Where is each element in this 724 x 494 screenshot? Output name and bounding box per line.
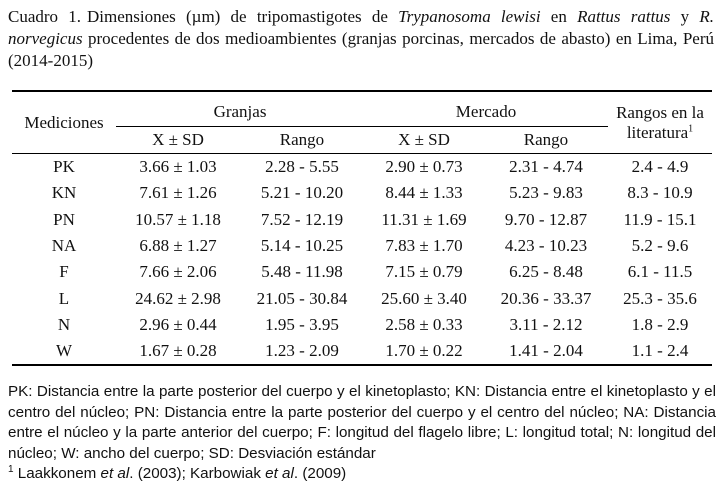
abbreviations-footnote: PK: Distancia entre la parte posterior d… — [8, 383, 716, 462]
granjas-range-cell: 5.48 - 11.98 — [261, 262, 343, 282]
literature-range-cell: 5.2 - 9.6 — [631, 236, 689, 256]
reference-text-1: Laakkonem — [13, 465, 101, 482]
table-footnotes: PK: Distancia entre la parte posterior d… — [8, 382, 716, 485]
mercado-range-cell: 2.31 - 4.74 — [509, 157, 583, 177]
mercado-range-cell: 1.41 - 2.04 — [484, 338, 608, 367]
mercado-mean-cell: 7.83 ± 1.70 — [385, 236, 463, 256]
table-row: NA 6.88 ± 1.27 5.14 - 10.25 7.83 ± 1.70 … — [12, 233, 712, 259]
measurements-table: Mediciones Granjas Mercado Rangos en la … — [12, 90, 712, 367]
mercado-range-cell: 4.23 - 10.23 — [504, 236, 588, 256]
caption-text-2: en — [540, 7, 578, 26]
mercado-mean-cell: 1.70 ± 0.22 — [364, 338, 484, 367]
subheader-granjas-mean: X ± SD — [116, 126, 240, 154]
table-row: L 24.62 ± 2.98 21.05 - 30.84 25.60 ± 3.4… — [12, 285, 712, 311]
literature-range-cell: 1.8 - 2.9 — [631, 314, 689, 334]
header-granjas: Granjas — [116, 90, 364, 127]
subheader-mercado-rango: Rango — [484, 126, 608, 154]
mercado-range-cell: 5.23 - 9.83 — [509, 183, 583, 203]
granjas-range-cell: 5.14 - 10.25 — [260, 236, 344, 256]
literature-range-cell: 1.1 - 2.4 — [608, 338, 712, 367]
row-label: N — [57, 314, 71, 334]
caption-text-1: Dimensiones (µm) de tripomastigotes de — [87, 7, 399, 26]
table-row: W 1.67 ± 0.28 1.23 - 2.09 1.70 ± 0.22 1.… — [12, 338, 712, 367]
references-footnote: 1 Laakkonem et al. (2003); Karbowiak et … — [8, 464, 716, 485]
mercado-mean-cell: 2.90 ± 0.73 — [385, 157, 463, 177]
row-label: PK — [53, 157, 75, 177]
table-row: N 2.96 ± 0.44 1.95 - 3.95 2.58 ± 0.33 3.… — [12, 312, 712, 338]
granjas-mean-cell: 7.61 ± 1.26 — [139, 183, 217, 203]
granjas-mean-cell: 3.66 ± 1.03 — [139, 157, 217, 177]
literature-range-cell: 2.4 - 4.9 — [631, 157, 689, 177]
mercado-mean-cell: 8.44 ± 1.33 — [385, 183, 463, 203]
table-row: KN 7.61 ± 1.26 5.21 - 10.20 8.44 ± 1.33 … — [12, 180, 712, 206]
caption-number: Cuadro 1. — [8, 7, 82, 26]
granjas-mean-cell: 24.62 ± 2.98 — [135, 288, 221, 308]
header-rangos-literatura-text: Rangos en la literatura — [616, 102, 704, 142]
subheader-granjas-rango: Rango — [240, 126, 364, 154]
mercado-range-cell: 6.25 - 8.48 — [509, 262, 583, 282]
table-row: F 7.66 ± 2.06 5.48 - 11.98 7.15 ± 0.79 6… — [12, 259, 712, 285]
header-mediciones: Mediciones — [12, 90, 116, 154]
reference-etal-2: et al — [265, 465, 294, 482]
table-caption: Cuadro 1. Dimensiones (µm) de tripomastig… — [8, 6, 714, 72]
granjas-mean-cell: 7.66 ± 2.06 — [139, 262, 217, 282]
row-label: F — [59, 262, 69, 282]
mercado-mean-cell: 2.58 ± 0.33 — [385, 314, 463, 334]
table-row: PK 3.66 ± 1.03 2.28 - 5.55 2.90 ± 0.73 2… — [12, 154, 712, 181]
caption-species-1: Trypanosoma lewisi — [398, 7, 541, 26]
row-label: NA — [51, 236, 77, 256]
literature-range-cell: 11.9 - 15.1 — [623, 209, 697, 229]
reference-etal-1: et al — [100, 465, 130, 482]
granjas-range-cell: 1.23 - 2.09 — [240, 338, 364, 367]
row-label: KN — [51, 183, 77, 203]
mercado-mean-cell: 7.15 ± 0.79 — [385, 262, 463, 282]
header-mercado: Mercado — [364, 90, 608, 127]
row-label: L — [58, 288, 70, 308]
caption-species-2: Rattus rattus — [577, 7, 671, 26]
mercado-mean-cell: 25.60 ± 3.40 — [381, 288, 467, 308]
row-label: W — [12, 338, 116, 367]
literature-range-cell: 8.3 - 10.9 — [627, 183, 693, 203]
literature-range-cell: 6.1 - 11.5 — [627, 262, 693, 282]
mercado-range-cell: 9.70 - 12.87 — [504, 209, 588, 229]
reference-text-2: . (2003); Karbowiak — [129, 465, 266, 482]
reference-text-3: . (2009) — [293, 465, 347, 482]
header-rangos-literatura: Rangos en la literatura1 — [608, 90, 712, 154]
granjas-range-cell: 2.28 - 5.55 — [265, 157, 339, 177]
mercado-range-cell: 20.36 - 33.37 — [500, 288, 592, 308]
literature-range-cell: 25.3 - 35.6 — [623, 288, 697, 308]
granjas-mean-cell: 2.96 ± 0.44 — [139, 314, 217, 334]
row-label: PN — [53, 209, 75, 229]
caption-species-3: R. norvegicus — [8, 7, 714, 48]
table-row: PN 10.57 ± 1.18 7.52 - 12.19 11.31 ± 1.6… — [12, 207, 712, 233]
granjas-mean-cell: 6.88 ± 1.27 — [139, 236, 217, 256]
header-rangos-literatura-sup: 1 — [688, 122, 694, 134]
granjas-range-cell: 21.05 - 30.84 — [256, 288, 348, 308]
granjas-mean-cell: 1.67 ± 0.28 — [116, 338, 240, 367]
granjas-mean-cell: 10.57 ± 1.18 — [135, 209, 221, 229]
caption-text-4: procedentes de dos medioambientes (granj… — [8, 29, 714, 70]
granjas-range-cell: 5.21 - 10.20 — [260, 183, 344, 203]
subheader-mercado-mean: X ± SD — [364, 126, 484, 154]
caption-text-3: y — [670, 7, 700, 26]
granjas-range-cell: 7.52 - 12.19 — [260, 209, 344, 229]
mercado-range-cell: 3.11 - 2.12 — [509, 314, 583, 334]
mercado-mean-cell: 11.31 ± 1.69 — [381, 209, 467, 229]
reference-sup: 1 — [8, 463, 14, 475]
granjas-range-cell: 1.95 - 3.95 — [265, 314, 339, 334]
